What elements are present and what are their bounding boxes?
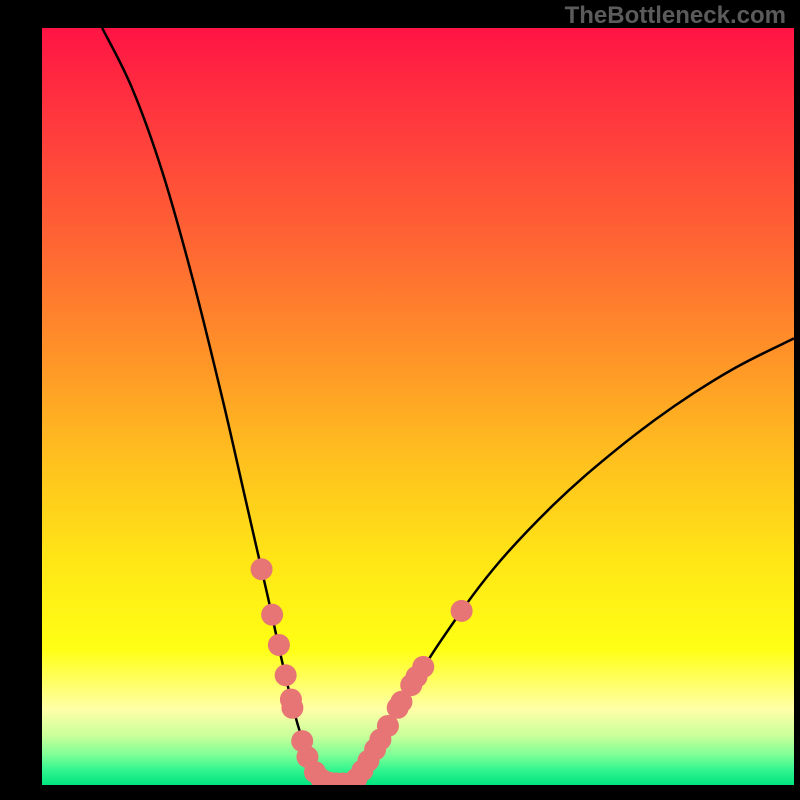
watermark-text: TheBottleneck.com — [565, 2, 786, 30]
data-marker — [268, 634, 290, 656]
data-marker — [251, 558, 273, 580]
chart-container: TheBottleneck.com — [0, 0, 800, 800]
data-marker — [451, 600, 473, 622]
data-marker — [275, 664, 297, 686]
data-marker — [281, 697, 303, 719]
bottleneck-curve-chart — [0, 0, 800, 800]
data-marker — [412, 656, 434, 678]
data-marker — [261, 604, 283, 626]
